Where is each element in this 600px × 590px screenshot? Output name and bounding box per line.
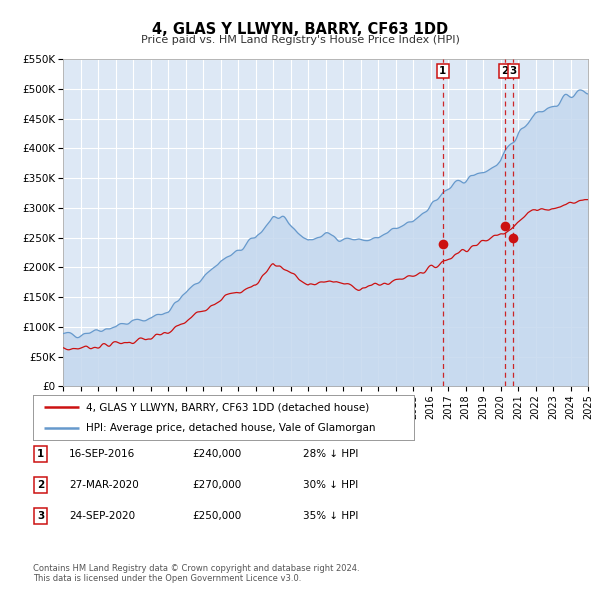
Text: HPI: Average price, detached house, Vale of Glamorgan: HPI: Average price, detached house, Vale…: [86, 422, 376, 432]
Text: 28% ↓ HPI: 28% ↓ HPI: [303, 450, 358, 459]
Text: £270,000: £270,000: [192, 480, 241, 490]
Text: 2: 2: [37, 480, 44, 490]
Text: 1: 1: [37, 450, 44, 459]
Text: 2: 2: [501, 66, 508, 76]
Text: 16-SEP-2016: 16-SEP-2016: [69, 450, 135, 459]
Text: Price paid vs. HM Land Registry's House Price Index (HPI): Price paid vs. HM Land Registry's House …: [140, 35, 460, 45]
Text: £250,000: £250,000: [192, 511, 241, 520]
Text: 1: 1: [439, 66, 446, 76]
Text: 4, GLAS Y LLWYN, BARRY, CF63 1DD (detached house): 4, GLAS Y LLWYN, BARRY, CF63 1DD (detach…: [86, 402, 370, 412]
Text: 27-MAR-2020: 27-MAR-2020: [69, 480, 139, 490]
Text: Contains HM Land Registry data © Crown copyright and database right 2024.
This d: Contains HM Land Registry data © Crown c…: [33, 563, 359, 583]
Text: £240,000: £240,000: [192, 450, 241, 459]
Text: 35% ↓ HPI: 35% ↓ HPI: [303, 511, 358, 520]
Text: 24-SEP-2020: 24-SEP-2020: [69, 511, 135, 520]
Text: 3: 3: [37, 511, 44, 520]
Text: 30% ↓ HPI: 30% ↓ HPI: [303, 480, 358, 490]
Text: 4, GLAS Y LLWYN, BARRY, CF63 1DD: 4, GLAS Y LLWYN, BARRY, CF63 1DD: [152, 22, 448, 37]
Text: 3: 3: [509, 66, 517, 76]
